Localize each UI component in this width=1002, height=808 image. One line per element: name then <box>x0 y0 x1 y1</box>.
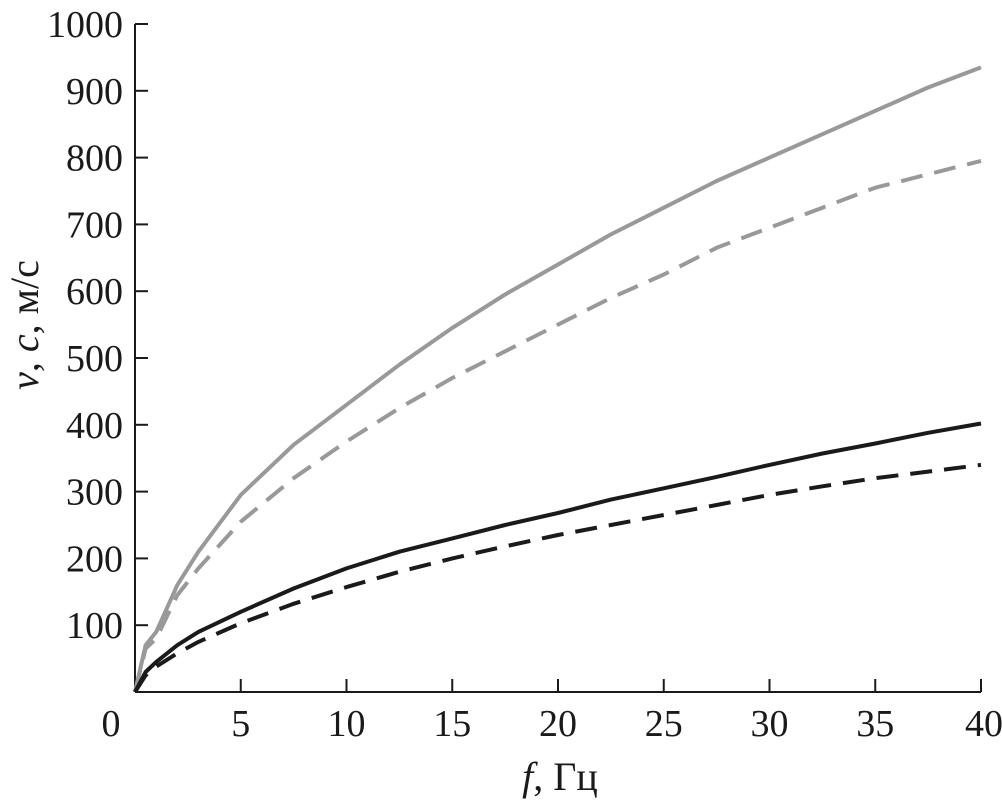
y-tick-label: 200 <box>66 538 123 580</box>
x-tick-label: 15 <box>433 703 471 745</box>
y-axis-label-c: c <box>2 334 47 352</box>
x-axis-label-unit: , Гц <box>533 754 598 799</box>
y-tick-label: 400 <box>66 405 123 447</box>
y-axis-label-unit: , м/с <box>2 260 47 334</box>
y-tick-label: 600 <box>66 271 123 313</box>
y-tick-label: 900 <box>66 71 123 113</box>
x-axis-label: f, Гц <box>522 754 598 799</box>
series-1-line <box>133 65 982 693</box>
x-tick-label: 10 <box>328 703 366 745</box>
y-tick-label: 100 <box>66 605 123 647</box>
y-tick-label: 300 <box>66 472 123 514</box>
y-tick-label: 1000 <box>47 4 123 46</box>
labels: 100 200 300 400 500 600 700 800 900 1000 0 5 10 15 20 2… <box>2 4 1002 799</box>
x-tick-label: 0 <box>102 703 121 745</box>
y-tick-label: 800 <box>66 138 123 180</box>
x-tick-label: 5 <box>231 703 250 745</box>
axes <box>134 23 982 693</box>
y-tick-label: 500 <box>66 338 123 380</box>
y-tick-label: 700 <box>66 204 123 246</box>
y-axis-label-v: v <box>2 372 47 390</box>
series-4-line <box>133 462 982 694</box>
x-tick-label: 25 <box>645 703 683 745</box>
x-tick-label: 30 <box>751 703 789 745</box>
x-tick-label: 35 <box>856 703 894 745</box>
x-tick-label: 20 <box>539 703 577 745</box>
series-layer <box>133 65 982 694</box>
y-axis-label: v, c, м/с <box>2 260 47 390</box>
x-tick-label: 40 <box>965 703 1002 745</box>
y-axis-label-sep: , <box>2 352 47 372</box>
series-3-line <box>133 421 982 693</box>
series-2-line <box>133 158 982 693</box>
